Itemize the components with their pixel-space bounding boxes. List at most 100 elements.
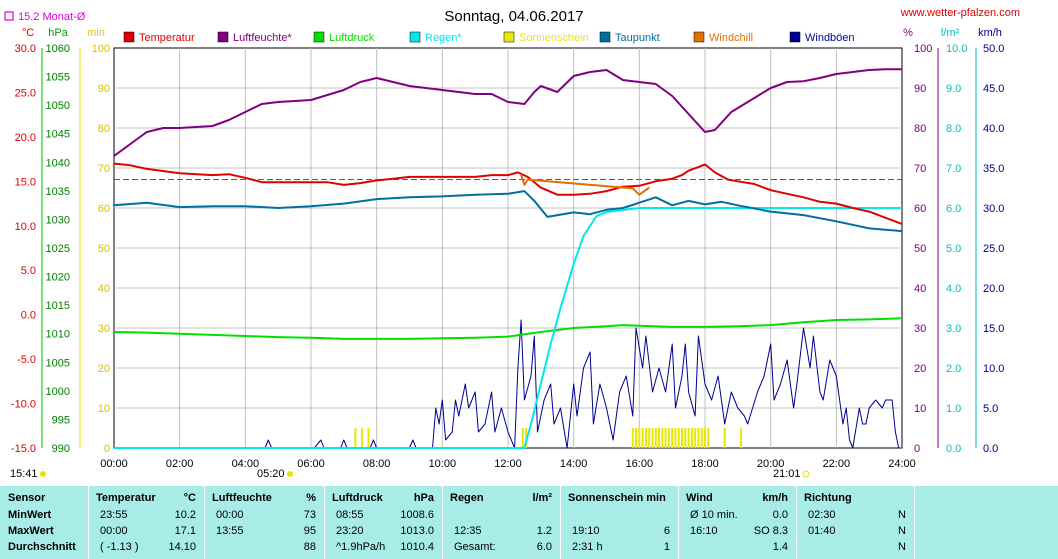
temp-tick: 20.0 (15, 132, 36, 144)
sunset-label: 21:01 (773, 468, 801, 480)
stats-unit: °C (183, 492, 196, 504)
time-tick: 24:00 (888, 458, 916, 470)
legend-swatch (599, 31, 611, 43)
legend-label: Sonnenschein (519, 32, 589, 44)
unit-wind: km/h (978, 27, 1002, 39)
stats-time: 02:30 (808, 509, 836, 521)
stats-separator (796, 486, 797, 559)
series-taupunkt (113, 190, 903, 233)
percent-tick: 20 (914, 363, 926, 375)
wind-tick: 40.0 (983, 123, 1004, 135)
legend-swatch (409, 31, 421, 43)
temp-tick: 5.0 (21, 265, 36, 277)
time-tick: 18:00 (691, 458, 719, 470)
pressure-tick: 1000 (46, 386, 70, 398)
chart-title: Sonntag, 04.06.2017 (444, 8, 583, 25)
stats-unit: km/h (762, 492, 788, 504)
stats-separator (560, 486, 561, 559)
sun-icon (40, 471, 46, 477)
time-tick: 16:00 (626, 458, 654, 470)
stats-header: Temperatur (96, 492, 156, 504)
stats-separator (678, 486, 679, 559)
wind-tick: 30.0 (983, 203, 1004, 215)
stats-time: 00:00 (216, 509, 244, 521)
min-tick: 70 (98, 163, 110, 175)
legend-label: Luftdruck (329, 32, 375, 44)
stats-time: 12:35 (454, 525, 482, 537)
legend-label: Taupunkt (615, 32, 660, 44)
stats-time: ^1.9hPa/h (336, 541, 386, 553)
stats-unit: hPa (413, 492, 434, 504)
stats-value: 6.0 (536, 541, 552, 553)
website-link[interactable]: www.wetter-pfalzen.com (900, 7, 1020, 19)
unit-min: min (87, 27, 105, 39)
stats-row-label: MinWert (8, 509, 52, 521)
stats-time: 13:55 (216, 525, 244, 537)
series-regen (114, 207, 902, 449)
rain-tick: 10.0 (946, 43, 967, 55)
rain-tick: 6.0 (946, 203, 961, 215)
month-avg-label: 15.2 Monat-Ø (18, 11, 86, 23)
time-tick: 14:00 (560, 458, 588, 470)
min-tick: 10 (98, 403, 110, 415)
stats-time: 16:10 (690, 525, 718, 537)
unit-rain: l/m² (941, 27, 960, 39)
unit-pressure: hPa (48, 27, 68, 39)
stats-value: 17.1 (174, 525, 196, 537)
stats-separator (204, 486, 205, 559)
chart-axes: °C hPa min% l/m² km/h 30.0 25.0 20.0 15.0 10.0 5.0… (11, 27, 1005, 470)
temp-tick: 30.0 (15, 43, 36, 55)
legend-swatch (503, 31, 515, 43)
stats-separator (442, 486, 443, 559)
temp-tick: -10.0 (11, 399, 36, 411)
wind-tick: 25.0 (983, 243, 1004, 255)
time-tick: 12:00 (494, 458, 522, 470)
temp-tick: -15.0 (11, 443, 36, 455)
series-windben (114, 319, 902, 449)
stats-value: 88 (303, 541, 316, 553)
wind-tick: 0.0 (983, 443, 998, 455)
rain-tick: 0.0 (946, 443, 961, 455)
series-luftdruck (113, 317, 903, 340)
percent-tick: 100 (914, 43, 932, 55)
stats-time: 00:00 (100, 525, 128, 537)
time-tick: 20:00 (757, 458, 785, 470)
pressure-tick: 1045 (46, 129, 70, 141)
pressure-tick: 1005 (46, 357, 70, 369)
stats-time: Gesamt: (454, 541, 496, 553)
stats-row-label: MaxWert (8, 525, 54, 537)
month-avg-marker-icon (4, 11, 14, 21)
rain-tick: 5.0 (946, 243, 961, 255)
stats-value: 1.4 (772, 541, 788, 553)
stats-unit: % (306, 492, 316, 504)
stats-separator (88, 486, 89, 559)
series-temperatur (113, 162, 903, 225)
chart-series (113, 68, 903, 449)
stats-header: Wind (686, 492, 713, 504)
legend-swatch (217, 31, 229, 43)
pressure-tick: 1015 (46, 300, 70, 312)
min-tick: 80 (98, 123, 110, 135)
min-tick: 20 (98, 363, 110, 375)
stats-time: 23:20 (336, 525, 364, 537)
unit-temp: °C (22, 27, 34, 39)
legend-swatch (123, 31, 135, 43)
stats-time: 19:10 (572, 525, 600, 537)
pressure-tick: 1060 (46, 43, 70, 55)
pressure-tick: 1030 (46, 214, 70, 226)
percent-tick: 80 (914, 123, 926, 135)
statistics-panel: Sensor MinWert MaxWert Durchschnitt Temperat… (0, 486, 1058, 559)
temp-tick: -5.0 (17, 354, 36, 366)
min-tick: 90 (98, 83, 110, 95)
stats-time: ( -1.13 ) (100, 541, 139, 553)
percent-tick: 40 (914, 283, 926, 295)
time-tick: 10:00 (429, 458, 457, 470)
temp-tick: 25.0 (15, 87, 36, 99)
legend-swatch (789, 31, 801, 43)
percent-tick: 90 (914, 83, 926, 95)
stats-value: N (898, 541, 906, 553)
sunset-icon (802, 470, 810, 478)
percent-tick: 30 (914, 323, 926, 335)
rain-tick: 1.0 (946, 403, 961, 415)
stats-header: Luftdruck (332, 492, 383, 504)
